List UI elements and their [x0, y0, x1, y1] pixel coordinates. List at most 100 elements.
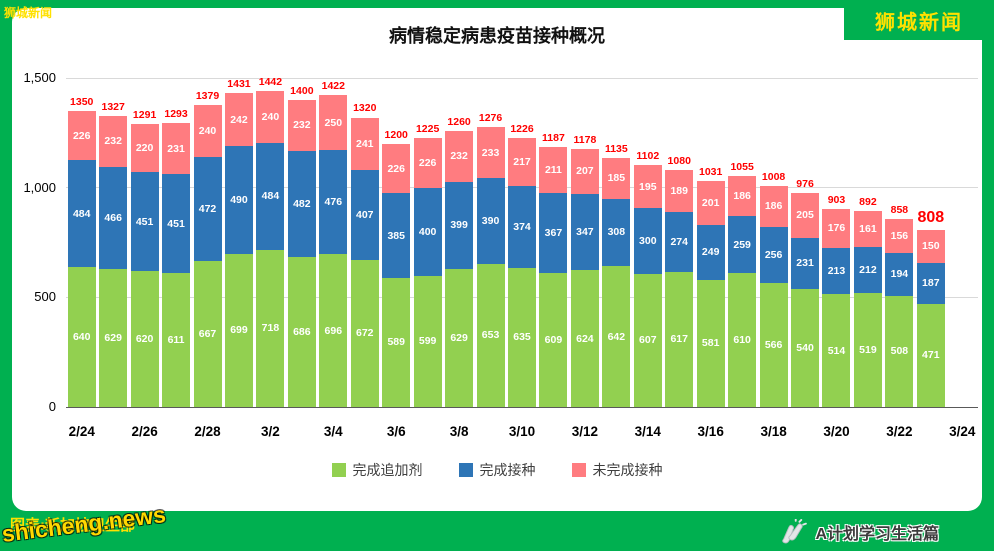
bar-segment-booster: 624: [570, 270, 599, 407]
segment-value-label: 611: [167, 334, 185, 346]
bar-segment-booster: 672: [350, 259, 379, 407]
total-label: 1379: [195, 89, 220, 102]
bar-segment-full: 490: [224, 146, 253, 254]
bar-segment-booster: 471: [916, 303, 945, 407]
total-label: 1187: [542, 131, 565, 144]
bar-segment-partial: 226: [67, 110, 96, 161]
bar-segment-booster: 611: [162, 273, 191, 407]
segment-value-label: 156: [890, 229, 909, 242]
bar-segment-full: 213: [822, 247, 851, 295]
segment-value-label: 642: [607, 330, 626, 343]
segment-value-label: 213: [827, 264, 846, 277]
segment-value-label: 484: [261, 190, 280, 203]
segment-value-label: 484: [72, 207, 91, 220]
segment-value-label: 250: [324, 116, 343, 129]
segment-value-label: 610: [733, 334, 751, 347]
corner-watermark-fragment: 狮城新闻: [4, 6, 53, 20]
bar-segment-partial: 156: [885, 218, 914, 254]
bar-segment-partial: 232: [287, 99, 316, 151]
segment-value-label: 476: [324, 196, 343, 209]
bar-segment-partial: 186: [728, 175, 757, 217]
segment-value-label: 607: [639, 334, 657, 347]
segment-value-label: 186: [764, 200, 783, 213]
segment-value-label: 300: [639, 234, 657, 247]
segment-value-label: 581: [701, 337, 720, 350]
segment-value-label: 519: [859, 344, 877, 357]
x-tick-label: 3/16: [697, 424, 724, 439]
brand-badge: 狮城新闻: [844, 0, 994, 40]
total-label: 1431: [227, 78, 251, 91]
plot-area: 0 500 1,000 1,500 640 484 226 1350 629 466 232 1327…: [23, 70, 978, 439]
bar-segment-booster: 718: [256, 249, 285, 407]
segment-value-label: 211: [544, 163, 562, 176]
bar-segment-partial: 226: [382, 143, 411, 194]
bar-segment-partial: 207: [570, 148, 599, 195]
segment-value-label: 617: [670, 333, 688, 346]
segment-value-label: 274: [670, 235, 688, 248]
bar-segment-full: 212: [853, 246, 882, 294]
segment-value-label: 399: [450, 219, 468, 232]
segment-value-label: 185: [607, 172, 626, 185]
bar-segment-booster: 519: [853, 293, 882, 407]
segment-value-label: 259: [733, 238, 751, 251]
bar-segment-full: 390: [476, 178, 505, 264]
bar-segment-partial: 231: [162, 123, 191, 175]
bar-segment-full: 374: [508, 185, 536, 268]
segment-value-label: 686: [293, 325, 311, 338]
segment-value-label: 508: [890, 345, 909, 358]
gridline: [66, 77, 978, 79]
source-note: 图表:新加坡卫生部: [10, 517, 135, 534]
bar-segment-full: 274: [665, 211, 694, 272]
legend: 完成追加剂 完成接种 未完成接种: [12, 460, 982, 480]
total-label: 1200: [384, 128, 408, 141]
total-label: 1320: [353, 102, 377, 115]
bar-segment-full: 407: [350, 170, 379, 260]
bar-segment-booster: 617: [665, 271, 694, 407]
credit-badge: A计划学习生活篇: [777, 519, 939, 545]
bar-segment-full: 476: [319, 149, 348, 255]
legend-swatch: [331, 463, 346, 477]
total-label: 1080: [667, 155, 691, 168]
segment-value-label: 667: [198, 327, 217, 340]
segment-value-label: 451: [135, 215, 154, 228]
segment-value-label: 226: [387, 162, 405, 175]
segment-value-label: 699: [230, 324, 248, 337]
segment-value-label: 308: [607, 226, 626, 239]
x-tick-label: 3/4: [323, 424, 343, 439]
segment-value-label: 220: [135, 141, 154, 154]
bar-segment-full: 400: [413, 187, 442, 276]
chart-title: 病情稳定病患疫苗接种概况: [389, 26, 605, 46]
bar-segment-booster: 696: [319, 254, 348, 407]
total-label: 1031: [699, 165, 723, 178]
bar-segment-partial: 211: [539, 146, 568, 193]
y-tick-label: 1,500: [23, 70, 56, 85]
segment-value-label: 367: [544, 227, 563, 240]
bar-segment-full: 451: [162, 174, 191, 273]
bar-segment-booster: 667: [193, 260, 222, 407]
segment-value-label: 540: [796, 341, 814, 354]
legend-label: 完成追加剂: [352, 462, 423, 478]
segment-value-label: 466: [104, 211, 122, 224]
segment-value-label: 205: [796, 209, 814, 222]
segment-value-label: 472: [198, 202, 217, 215]
segment-value-label: 176: [827, 222, 846, 235]
bar-segment-full: 451: [130, 172, 159, 272]
brand-label: 狮城新闻: [875, 11, 963, 34]
bar-segment-booster: 599: [413, 275, 442, 407]
bar-segment-partial: 240: [256, 90, 285, 144]
bar-segment-booster: 508: [885, 295, 914, 407]
bar-segment-full: 194: [885, 253, 914, 296]
y-tick-label: 1,000: [23, 179, 56, 195]
total-label: 1422: [321, 80, 345, 93]
bar-segment-partial: 242: [224, 93, 253, 147]
segment-value-label: 207: [576, 165, 594, 178]
bar-segment-full: 259: [728, 216, 757, 274]
bar-segment-full: 399: [445, 181, 474, 270]
segment-value-label: 718: [261, 322, 280, 335]
x-tick-label: 3/6: [386, 424, 406, 439]
bar-segment-partial: 226: [413, 138, 442, 188]
bar-segment-full: 187: [916, 262, 945, 304]
bar-segment-partial: 250: [319, 95, 348, 150]
bar-segment-booster: 640: [67, 266, 96, 407]
x-tick-label: 3/20: [823, 424, 850, 439]
